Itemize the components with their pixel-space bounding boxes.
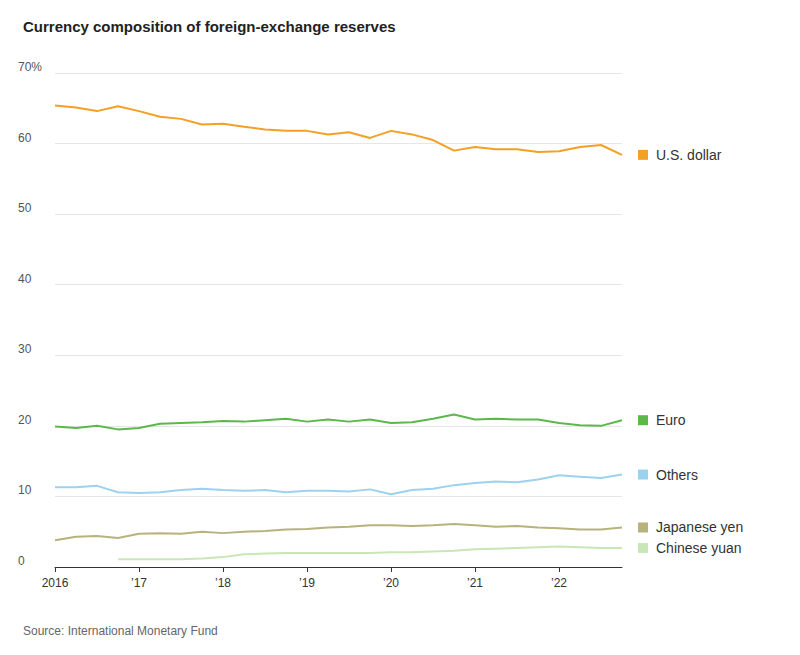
svg-text:0: 0 xyxy=(18,554,25,568)
svg-text:’21: ’21 xyxy=(467,576,483,590)
svg-text:Others: Others xyxy=(656,467,698,483)
svg-text:10: 10 xyxy=(18,483,32,497)
svg-text:U.S. dollar: U.S. dollar xyxy=(656,147,722,163)
svg-text:Chinese yuan: Chinese yuan xyxy=(656,540,742,556)
svg-text:’19: ’19 xyxy=(299,576,315,590)
svg-text:40: 40 xyxy=(18,272,32,286)
svg-text:60: 60 xyxy=(18,131,32,145)
svg-text:’17: ’17 xyxy=(131,576,147,590)
svg-text:30: 30 xyxy=(18,342,32,356)
svg-text:Source: International Monetary: Source: International Monetary Fund xyxy=(23,624,218,638)
svg-text:’22: ’22 xyxy=(551,576,567,590)
svg-text:2016: 2016 xyxy=(42,576,69,590)
svg-text:Euro: Euro xyxy=(656,412,686,428)
svg-text:Currency composition of foreig: Currency composition of foreign-exchange… xyxy=(23,18,396,35)
svg-text:’18: ’18 xyxy=(215,576,231,590)
svg-text:20: 20 xyxy=(18,413,32,427)
svg-text:’20: ’20 xyxy=(383,576,399,590)
svg-text:50: 50 xyxy=(18,201,32,215)
svg-text:70%: 70% xyxy=(18,60,42,74)
svg-text:Japanese yen: Japanese yen xyxy=(656,519,743,535)
